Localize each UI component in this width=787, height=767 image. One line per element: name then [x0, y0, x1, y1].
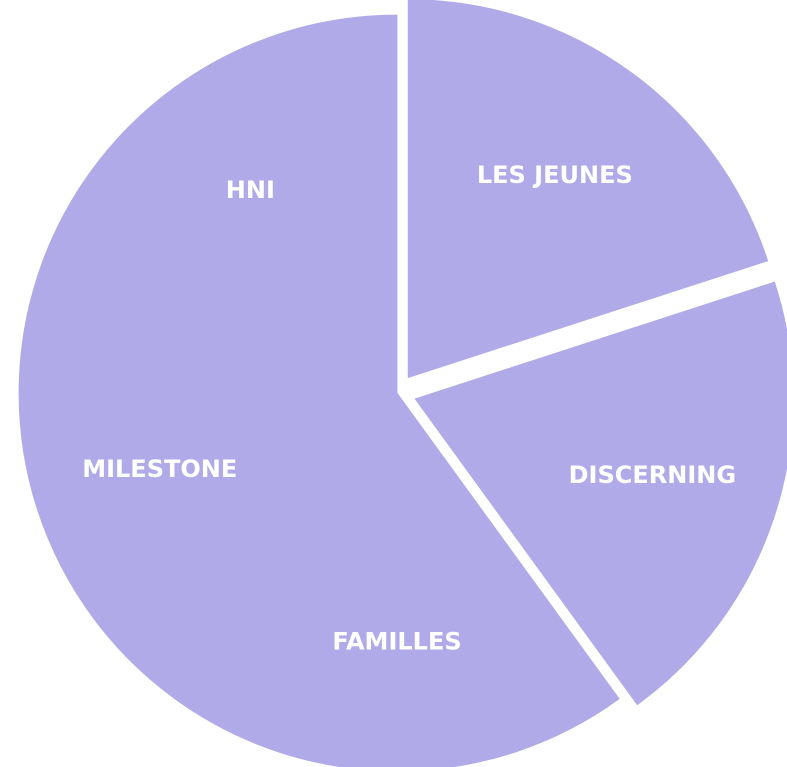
pie-slice — [36, 14, 398, 394]
slice-label: FAMILLES — [332, 627, 461, 655]
pie-slice — [414, 281, 787, 706]
slice-label: DISCERNING — [569, 461, 736, 489]
slice-label: HNI — [226, 176, 275, 204]
slice-label: MILESTONE — [82, 455, 237, 483]
pie-slice — [174, 392, 620, 767]
pie-slice — [407, 0, 769, 379]
pie-slice — [18, 275, 398, 700]
slice-label: LES JEUNES — [477, 161, 633, 189]
